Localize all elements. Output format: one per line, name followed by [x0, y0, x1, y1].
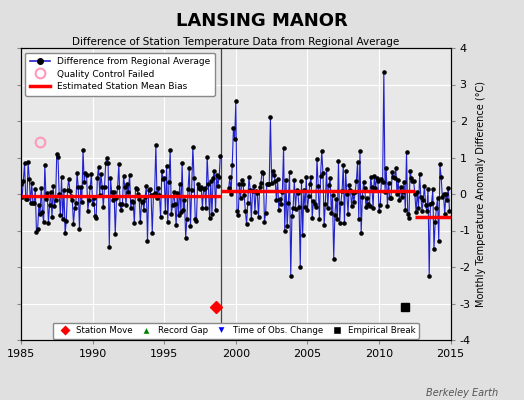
Y-axis label: Monthly Temperature Anomaly Difference (°C): Monthly Temperature Anomaly Difference (…	[476, 81, 486, 307]
Title: Difference of Station Temperature Data from Regional Average: Difference of Station Temperature Data f…	[72, 37, 399, 47]
Text: Berkeley Earth: Berkeley Earth	[425, 388, 498, 398]
Legend: Station Move, Record Gap, Time of Obs. Change, Empirical Break: Station Move, Record Gap, Time of Obs. C…	[53, 323, 419, 339]
Text: LANSING MANOR: LANSING MANOR	[176, 12, 348, 30]
